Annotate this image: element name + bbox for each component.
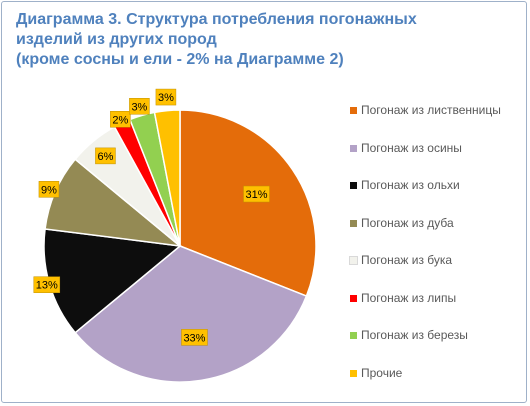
data-label-7: 3% xyxy=(155,88,177,106)
data-label-2: 13% xyxy=(33,276,61,293)
data-label-text-2: 13% xyxy=(36,280,58,292)
legend-label-2: Погонаж из ольхи xyxy=(361,178,460,192)
legend-swatch-5 xyxy=(350,294,357,302)
chart-title-line-3: (кроме сосны и ели - 2% на Диаграмме 2) xyxy=(16,51,344,68)
legend-swatch-1 xyxy=(350,144,357,152)
data-label-box-3 xyxy=(38,181,60,198)
data-label-0: 31% xyxy=(243,185,270,203)
legend-label-7: Прочие xyxy=(361,365,403,380)
data-label-5: 2% xyxy=(110,111,131,128)
data-label-box-7 xyxy=(155,88,177,106)
data-label-box-2 xyxy=(33,276,61,293)
pie-slice-0 xyxy=(179,109,317,298)
data-label-text-5: 2% xyxy=(112,114,128,126)
chart-title: Диаграмма 3. Структура потребления погон… xyxy=(16,10,456,70)
data-label-box-0 xyxy=(243,185,270,203)
legend-swatch-6 xyxy=(350,332,357,339)
data-label-text-4: 6% xyxy=(97,151,113,163)
legend-label-5: Погонаж из липы xyxy=(361,290,457,305)
legend-label-0: Погонаж из лиственницы xyxy=(361,103,501,117)
data-label-text-0: 31% xyxy=(245,189,267,201)
data-label-box-5 xyxy=(110,111,131,128)
data-label-text-1: 33% xyxy=(183,332,205,344)
chart-title-line-2: изделий из других пород xyxy=(16,31,217,48)
data-label-6: 3% xyxy=(129,98,150,115)
data-label-box-4 xyxy=(95,147,116,165)
data-label-4: 6% xyxy=(95,147,116,165)
chart-title-line-1: Диаграмма 3. Структура потребления погон… xyxy=(16,11,417,28)
legend-swatch-2 xyxy=(350,182,357,189)
legend-label-1: Погонаж из осины xyxy=(361,140,462,155)
legend-swatch-4 xyxy=(349,256,358,265)
pie-slice-7 xyxy=(153,109,181,247)
data-label-box-6 xyxy=(129,98,150,115)
legend-label-6: Погонаж из березы xyxy=(361,328,468,342)
legend-swatch-7 xyxy=(350,369,357,377)
data-label-box-1 xyxy=(181,329,208,346)
pie-slice-1 xyxy=(74,245,308,383)
legend-label-4: Погонаж из бука xyxy=(361,253,453,267)
data-label-text-6: 3% xyxy=(131,101,147,113)
data-label-text-7: 3% xyxy=(158,92,174,104)
legend-swatch-0 xyxy=(350,107,357,114)
legend-label-3: Погонаж из дуба xyxy=(361,215,454,230)
data-label-3: 9% xyxy=(38,181,60,198)
legend-swatch-3 xyxy=(350,219,357,227)
data-label-1: 33% xyxy=(181,329,208,346)
data-label-text-3: 9% xyxy=(41,184,57,196)
